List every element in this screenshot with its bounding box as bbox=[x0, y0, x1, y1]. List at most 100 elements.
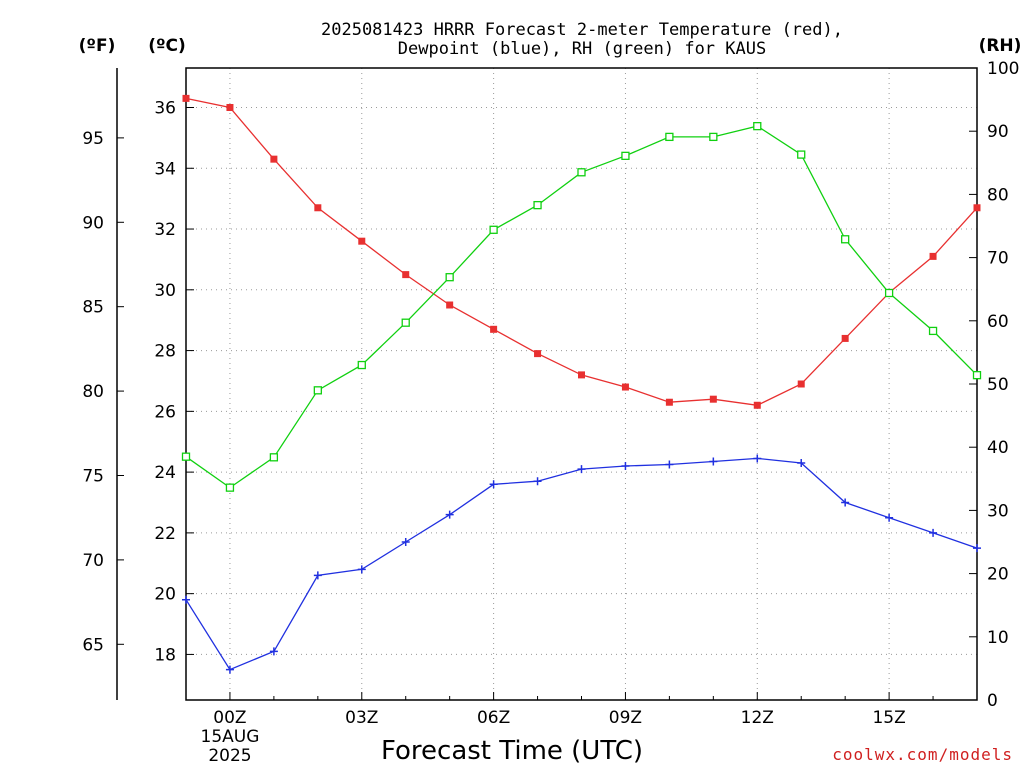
dewpoint-point bbox=[489, 480, 498, 489]
time-tick-label: 03Z bbox=[345, 708, 378, 728]
dewpoint-point bbox=[885, 513, 894, 522]
rh-point bbox=[709, 132, 718, 142]
temperature-point bbox=[226, 104, 234, 111]
time-tick-label: 06Z bbox=[477, 708, 510, 728]
time-axis: 00Z 03Z 06Z 09Z 12Z 15Z bbox=[185, 692, 978, 728]
series-lines bbox=[181, 94, 982, 674]
dewpoint-point bbox=[401, 538, 410, 546]
rh-point bbox=[753, 121, 762, 131]
rh-point bbox=[225, 483, 235, 492]
temperature-point bbox=[270, 155, 278, 163]
rh-tick-label: 10 bbox=[987, 628, 1009, 648]
time-tick-label: 15Z bbox=[872, 708, 905, 728]
rh-point bbox=[884, 288, 894, 298]
temperature-point bbox=[402, 271, 410, 279]
rh-point bbox=[357, 360, 366, 370]
temperature-point bbox=[182, 94, 190, 102]
celsius-tick-label: 34 bbox=[154, 159, 176, 179]
fahrenheit-tick-label: 75 bbox=[82, 466, 104, 486]
dewpoint-point bbox=[533, 477, 542, 486]
temperature-point bbox=[841, 334, 849, 342]
dewpoint-line bbox=[185, 457, 978, 671]
dewpoint-point bbox=[225, 665, 234, 674]
celsius-axis: 18 20 22 24 26 28 30 32 34 36 bbox=[154, 99, 194, 665]
dewpoint-point bbox=[709, 457, 718, 466]
time-tick-label: 00Z bbox=[213, 708, 246, 728]
temperature-point bbox=[973, 204, 981, 212]
celsius-tick-label: 20 bbox=[154, 585, 176, 605]
celsius-tick-label: 24 bbox=[154, 463, 176, 483]
rh-point bbox=[489, 225, 498, 234]
time-tick-label: 12Z bbox=[741, 708, 774, 728]
rh-tick-label: 100 bbox=[987, 59, 1019, 79]
temperature-point bbox=[797, 380, 805, 388]
grid-lines bbox=[186, 68, 977, 700]
rh-tick-label: 90 bbox=[987, 122, 1009, 142]
rh-line bbox=[185, 125, 978, 489]
rh-point bbox=[577, 168, 586, 177]
rh-tick-label: 0 bbox=[987, 691, 998, 711]
celsius-tick-label: 30 bbox=[154, 281, 176, 301]
time-tick-label: 09Z bbox=[609, 708, 642, 728]
rh-point bbox=[665, 132, 674, 142]
rh-axis-unit: (RH) bbox=[979, 36, 1022, 56]
rh-point bbox=[797, 150, 806, 159]
date-label-day: 15AUG bbox=[201, 727, 260, 747]
rh-point bbox=[972, 371, 982, 380]
celsius-tick-label: 32 bbox=[154, 220, 176, 240]
axes bbox=[185, 67, 978, 701]
credit-text: coolwx.com/models bbox=[832, 745, 1013, 764]
fahrenheit-tick-label: 65 bbox=[82, 635, 104, 655]
celsius-tick-label: 22 bbox=[154, 524, 176, 544]
temperature-point bbox=[358, 237, 366, 245]
temperature-point bbox=[665, 398, 673, 406]
celsius-tick-label: 18 bbox=[154, 645, 176, 665]
dewpoint-point bbox=[665, 460, 674, 469]
rh-point bbox=[269, 453, 279, 462]
celsius-axis-unit: (ºC) bbox=[148, 36, 186, 56]
rh-point bbox=[313, 386, 322, 395]
rh-point bbox=[401, 318, 410, 327]
rh-point bbox=[621, 151, 630, 160]
date-label-year: 2025 bbox=[208, 746, 251, 766]
fahrenheit-tick-label: 70 bbox=[82, 551, 104, 571]
temperature-point bbox=[929, 252, 937, 260]
dewpoint-point bbox=[753, 454, 762, 463]
dewpoint-point bbox=[182, 595, 190, 604]
celsius-tick-label: 26 bbox=[154, 402, 176, 422]
fahrenheit-axis-unit: (ºF) bbox=[79, 36, 116, 56]
dewpoint-point bbox=[577, 465, 586, 474]
rh-tick-label: 40 bbox=[987, 438, 1009, 458]
fahrenheit-tick-label: 80 bbox=[82, 382, 104, 402]
rh-tick-label: 80 bbox=[987, 185, 1009, 205]
dewpoint-point bbox=[269, 647, 278, 656]
temperature-point bbox=[709, 395, 717, 403]
chart-title-line-1: 2025081423 HRRR Forecast 2-meter Tempera… bbox=[321, 20, 843, 40]
temperature-point bbox=[753, 401, 761, 409]
fahrenheit-tick-label: 95 bbox=[82, 129, 104, 149]
rh-tick-label: 60 bbox=[987, 312, 1009, 332]
rh-axis: 0 10 20 30 40 50 60 70 80 90 100 bbox=[969, 59, 1019, 711]
temperature-line bbox=[185, 97, 978, 406]
temperature-point bbox=[578, 371, 585, 379]
x-axis-label: Forecast Time (UTC) bbox=[381, 736, 643, 766]
rh-point bbox=[533, 200, 542, 210]
fahrenheit-axis: 65 70 75 80 85 90 95 bbox=[82, 68, 124, 700]
temperature-point bbox=[490, 325, 498, 333]
dewpoint-point bbox=[621, 462, 630, 471]
rh-tick-label: 20 bbox=[987, 565, 1009, 585]
dewpoint-point bbox=[797, 459, 806, 467]
dewpoint-point bbox=[841, 498, 850, 507]
temperature-point bbox=[446, 301, 454, 309]
dewpoint-point bbox=[357, 565, 366, 574]
rh-point bbox=[928, 326, 938, 336]
rh-point bbox=[445, 273, 454, 282]
rh-point bbox=[181, 452, 191, 461]
plot-frame bbox=[185, 67, 978, 701]
chart-title-line-2: Dewpoint (blue), RH (green) for KAUS bbox=[398, 39, 766, 59]
temperature-point bbox=[314, 204, 322, 212]
rh-tick-label: 50 bbox=[987, 375, 1009, 395]
rh-tick-label: 70 bbox=[987, 249, 1009, 269]
temperature-point bbox=[534, 350, 542, 358]
